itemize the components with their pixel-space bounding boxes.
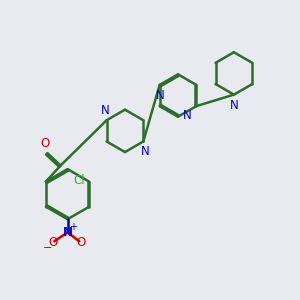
Text: +: +	[69, 222, 77, 232]
Text: N: N	[101, 104, 110, 117]
Text: O: O	[40, 137, 50, 150]
Text: O: O	[76, 236, 86, 249]
Text: −: −	[43, 243, 52, 253]
Text: N: N	[156, 89, 165, 102]
Text: O: O	[48, 236, 58, 249]
Text: N: N	[140, 145, 149, 158]
Text: N: N	[63, 226, 73, 239]
Text: N: N	[230, 99, 238, 112]
Text: Cl: Cl	[73, 174, 85, 187]
Text: N: N	[183, 109, 192, 122]
